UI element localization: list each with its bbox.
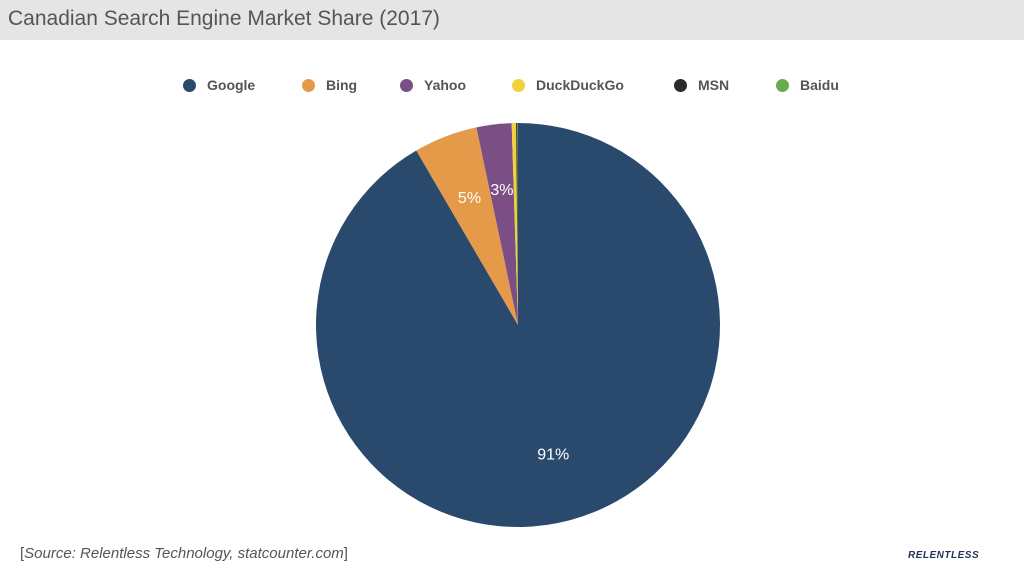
legend-label-yahoo: Yahoo — [424, 77, 467, 93]
legend-item-duckduckgo: DuckDuckGo — [512, 74, 624, 96]
legend-item-baidu: Baidu — [776, 74, 839, 96]
pie-slice-duckduckgo — [511, 123, 518, 325]
legend-label-bing: Bing — [326, 77, 358, 93]
chart-title: Canadian Search Engine Market Share (201… — [8, 7, 440, 30]
pie-slice-yahoo — [476, 123, 518, 326]
legend-swatch-google — [183, 78, 196, 92]
legend-item-bing: Bing — [302, 74, 357, 96]
source-text: Source: Relentless Technology, statcount… — [24, 545, 344, 562]
pie-slice-google — [316, 123, 721, 527]
legend-swatch-msn — [674, 78, 687, 92]
relentless-logo: RELENTLESS — [908, 550, 980, 561]
source-bracket-close: ] — [343, 545, 348, 562]
pie-slice-msn — [516, 123, 518, 325]
legend-swatch-duckduckgo — [512, 78, 525, 92]
legend-item-yahoo: Yahoo — [400, 74, 466, 96]
pie-slice-baidu — [517, 123, 518, 325]
source-bracket-open: [ — [20, 545, 25, 562]
legend-item-google: Google — [183, 74, 255, 96]
data-label-google: 91% — [537, 447, 569, 464]
legend-swatch-baidu — [776, 78, 789, 92]
chart-legend: Google Bing Yahoo DuckDuckGo MSN Baidu — [0, 74, 1024, 96]
legend-label-baidu: Baidu — [800, 77, 839, 93]
data-label-bing: 5% — [458, 190, 481, 207]
legend-label-msn: MSN — [698, 77, 730, 93]
title-bar: Canadian Search Engine Market Share (201… — [0, 0, 1024, 40]
source-note: [Source: Relentless Technology, statcoun… — [20, 545, 348, 562]
legend-swatch-bing — [302, 78, 315, 92]
legend-swatch-yahoo — [400, 78, 413, 92]
legend-label-google: Google — [207, 77, 256, 93]
data-label-yahoo: 3% — [490, 182, 513, 199]
pie-slice-bing — [416, 127, 518, 325]
legend-label-duckduckgo: DuckDuckGo — [536, 77, 624, 93]
legend-item-msn: MSN — [674, 74, 729, 96]
